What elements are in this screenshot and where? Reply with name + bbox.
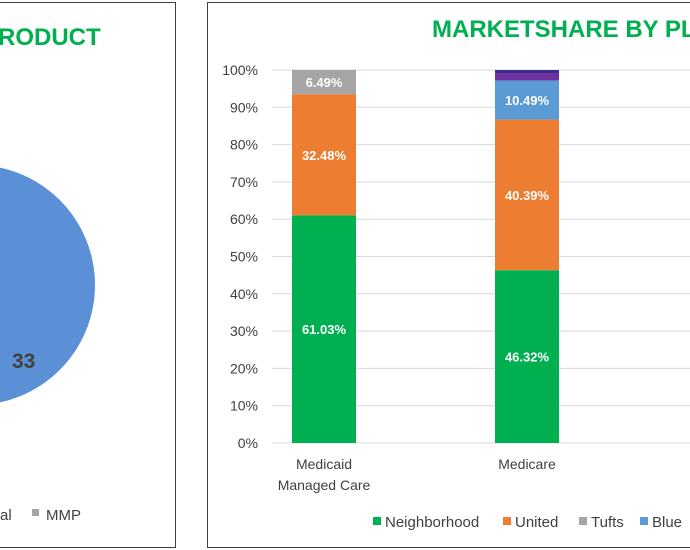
pie-legend-item: MMP bbox=[46, 507, 81, 524]
pie-chart: 33 al MMP bbox=[0, 167, 95, 524]
pie-data-label: 33 bbox=[12, 350, 35, 373]
pie-legend-item: al bbox=[0, 507, 12, 524]
pie-legend-swatch bbox=[32, 509, 39, 516]
pie-chart-title: RODUCT bbox=[0, 24, 101, 51]
bar-chart-title: MARKETSHARE BY PLA bbox=[432, 16, 690, 43]
pie-slice bbox=[0, 167, 95, 403]
bar-chart-panel bbox=[207, 2, 690, 548]
